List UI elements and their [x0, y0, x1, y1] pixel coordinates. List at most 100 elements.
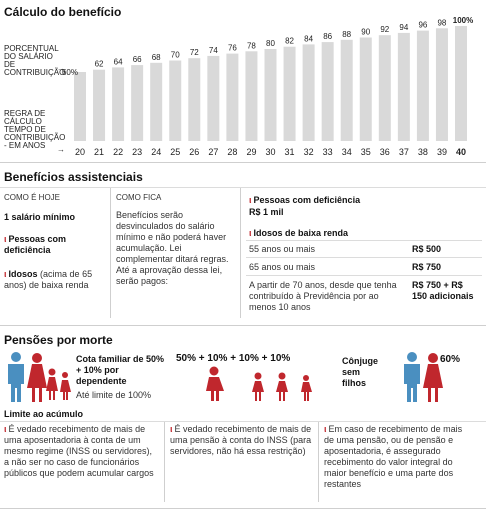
value-label-34: 88 [342, 30, 351, 39]
section-title-calculo: Cálculo do benefício [4, 5, 122, 19]
family-icon [8, 352, 71, 402]
bar-36 [378, 35, 391, 142]
bar-35 [359, 37, 372, 141]
bar-31 [283, 46, 296, 142]
tick-label-25: 25 [170, 147, 180, 157]
divider [246, 240, 482, 241]
bar-38 [416, 30, 429, 142]
value-label-25: 70 [171, 51, 180, 60]
value-label-29: 78 [247, 41, 256, 50]
value-label-37: 94 [399, 23, 408, 32]
idosos-baixa-renda-title: ι Idosos de baixa renda [249, 228, 349, 238]
label-regra: REGRA DE CÁLCULO TEMPO DE CONTRIBUIÇÃO -… [4, 109, 66, 150]
tick-label-22: 22 [113, 147, 123, 157]
formula-figures-icon [206, 366, 312, 401]
bar-21 [93, 69, 106, 141]
como-fica-text: Benefícios serão desvinculados do salári… [116, 210, 229, 286]
bar-22 [112, 67, 125, 141]
row-value: R$ 500 [412, 244, 442, 254]
column-divider [110, 188, 111, 318]
bullet-icon: ι [170, 424, 173, 434]
divider [0, 421, 486, 422]
tick-label-37: 37 [399, 147, 409, 157]
tick-label-31: 31 [285, 147, 295, 157]
bar-25 [169, 60, 182, 141]
value-label-26: 72 [190, 48, 199, 57]
row-label: 55 anos ou mais [249, 244, 316, 254]
tick-label-33: 33 [323, 147, 333, 157]
tick-label-40: 40 [456, 147, 466, 157]
value-label-27: 74 [209, 46, 218, 55]
tick-label-32: 32 [304, 147, 314, 157]
value-label-33: 86 [323, 32, 332, 41]
section-title-limite: Limite ao acúmulo [4, 409, 84, 419]
divider [0, 508, 486, 509]
tick-label-29: 29 [246, 147, 256, 157]
value-label-28: 76 [228, 44, 237, 53]
tick-label-34: 34 [342, 147, 352, 157]
bar-34 [340, 39, 353, 141]
pessoas-deficiencia-fica: ι Pessoas com deficiência [249, 195, 361, 205]
divider [246, 257, 482, 258]
tick-label-39: 39 [437, 147, 447, 157]
bullet-icon: ι [249, 228, 252, 238]
value-label-32: 84 [304, 34, 313, 43]
bar-23 [131, 65, 144, 141]
arrow-icon-percentual: → [57, 64, 65, 73]
couple-icon [404, 352, 443, 402]
divider [0, 187, 486, 188]
value-label-40: 100% [453, 16, 473, 25]
col-header-hoje: COMO É HOJE [4, 193, 61, 202]
bar-30 [264, 49, 277, 141]
divider [246, 275, 482, 276]
value-label-35: 90 [361, 28, 370, 37]
bullet-icon: ι [4, 424, 7, 434]
value-label-36: 92 [380, 25, 389, 34]
bar-28 [226, 53, 239, 141]
formula: 50% + 10% + 10% + 10% [176, 353, 291, 364]
value-label-31: 82 [285, 37, 294, 46]
value-label-23: 66 [133, 55, 142, 64]
value-label-22: 64 [114, 57, 123, 66]
pessoas-deficiencia-hoje: ι Pessoas com deficiência [4, 234, 67, 255]
tick-label-20: 20 [75, 147, 85, 157]
divider [0, 325, 486, 326]
tick-label-35: 35 [361, 147, 371, 157]
cota-familiar: Cota familiar de 50% + 10% por dependent… [76, 354, 165, 386]
limite-item: ι Em caso de recebimento de mais de uma p… [324, 424, 463, 489]
bar-24 [150, 62, 163, 141]
salario-minimo: 1 salário mínimo [4, 212, 76, 222]
bullet-icon: ι [249, 195, 252, 205]
tick-label-26: 26 [189, 147, 199, 157]
tick-label-24: 24 [151, 147, 161, 157]
tick-label-21: 21 [94, 147, 104, 157]
value-label-30: 80 [266, 39, 275, 48]
tick-label-27: 27 [208, 147, 218, 157]
column-divider [318, 422, 319, 502]
row-label: A partir de 70 anos, desde que tenha con… [249, 280, 397, 312]
section-title-pensoes: Pensões por morte [4, 333, 113, 347]
section-title-assistenciais: Benefícios assistenciais [4, 170, 143, 184]
conjuge-percent: 60% [440, 354, 461, 365]
bar-37 [397, 32, 410, 141]
idosos-hoje: ι Idosos (acima de 65 anos) de baixa rend… [4, 269, 93, 290]
tick-label-23: 23 [132, 147, 142, 157]
bar-27 [207, 55, 220, 141]
conjuge-sem-filhos: Cônjuge sem filhos [342, 356, 378, 388]
tick-label-38: 38 [418, 147, 428, 157]
column-divider [240, 188, 241, 318]
bullet-icon: ι [324, 424, 327, 434]
tick-label-30: 30 [265, 147, 275, 157]
bar-32 [302, 44, 315, 141]
bar-33 [321, 42, 334, 141]
divider [0, 162, 486, 163]
label-percentual: PORCENTUAL DO SALÁRIO DE CONTRIBUIÇÃO [4, 44, 66, 77]
arrow-icon-regra: → [57, 145, 65, 154]
column-divider [164, 422, 165, 502]
bar-39 [435, 28, 448, 141]
bar-40 [455, 26, 467, 141]
tick-label-28: 28 [227, 147, 237, 157]
bar-20 [74, 72, 86, 141]
